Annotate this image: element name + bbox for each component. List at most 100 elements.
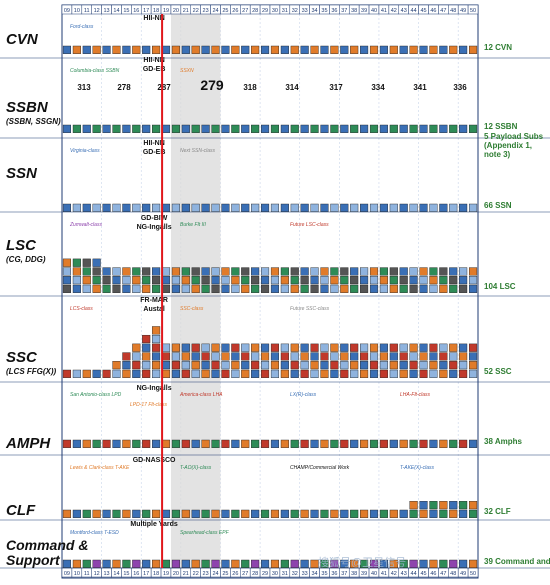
ship-mark bbox=[241, 45, 250, 54]
ship-mark bbox=[132, 439, 141, 448]
ship-mark bbox=[350, 343, 359, 352]
ship-mark bbox=[152, 267, 161, 276]
ship-mark bbox=[340, 509, 349, 518]
ship-mark bbox=[191, 361, 200, 370]
ship-mark bbox=[152, 284, 161, 293]
ship-mark bbox=[211, 509, 220, 518]
ship-mark bbox=[82, 439, 91, 448]
ship-mark bbox=[171, 124, 180, 133]
ship-mark bbox=[62, 284, 72, 293]
ship-mark bbox=[409, 124, 418, 133]
ship-mark bbox=[62, 276, 72, 285]
ship-mark bbox=[211, 45, 220, 54]
ship-mark bbox=[251, 439, 260, 448]
ship-mark bbox=[171, 284, 180, 293]
class-label: LHA-Flt-class bbox=[400, 392, 431, 398]
ship-mark bbox=[340, 559, 349, 568]
class-labels: Ford-class Columbia-class SSBN SSXN Virgini… bbox=[69, 24, 434, 536]
top-year-axis: 09 10 11 12 13 14 15 16 17 18 19 20 21 22 23 24 25 26 27 28… bbox=[61, 4, 479, 15]
ship-mark bbox=[429, 203, 438, 212]
ship-mark bbox=[330, 203, 339, 212]
ship-mark bbox=[221, 203, 230, 212]
ship-mark bbox=[171, 343, 180, 352]
fleet-total: 334 bbox=[371, 83, 385, 92]
class-label: San Antonio-class LPD bbox=[70, 392, 122, 398]
ship-mark bbox=[310, 352, 319, 361]
ship-mark bbox=[389, 267, 398, 276]
ship-mark bbox=[459, 369, 468, 378]
year-tick-label: 50 bbox=[470, 8, 476, 14]
year-tick-label: 24 bbox=[212, 8, 218, 14]
ship-mark bbox=[369, 352, 379, 361]
ship-mark bbox=[260, 284, 270, 293]
year-tick-label: 49 bbox=[460, 8, 466, 14]
ship-mark bbox=[132, 284, 141, 293]
ship-mark bbox=[251, 203, 260, 212]
ship-mark bbox=[449, 203, 458, 212]
row-label-cmd: Command & bbox=[6, 537, 88, 553]
ship-mark bbox=[92, 284, 101, 293]
ship-mark bbox=[300, 276, 309, 285]
ship-mark bbox=[409, 267, 418, 276]
ship-mark bbox=[330, 276, 339, 285]
year-tick-label: 09 bbox=[64, 8, 70, 14]
ship-mark bbox=[72, 369, 81, 378]
ship-mark bbox=[360, 45, 369, 54]
year-tick-label: 16 bbox=[133, 571, 139, 577]
ship-mark bbox=[459, 509, 468, 518]
ship-mark bbox=[280, 267, 289, 276]
ship-mark bbox=[360, 124, 369, 133]
ship-mark bbox=[280, 369, 289, 378]
row-label-lsc: LSC bbox=[6, 237, 37, 254]
ship-mark bbox=[429, 439, 438, 448]
ship-mark bbox=[82, 369, 91, 378]
row-sublabel-cmd: Support bbox=[6, 552, 61, 568]
year-tick-label: 34 bbox=[312, 8, 318, 14]
year-tick-label: 13 bbox=[104, 571, 110, 577]
ship-mark bbox=[62, 439, 72, 448]
ship-mark bbox=[82, 276, 91, 285]
year-tick-label: 10 bbox=[74, 8, 80, 14]
ship-mark bbox=[290, 439, 299, 448]
ship-mark bbox=[201, 361, 210, 370]
ship-mark bbox=[468, 352, 478, 361]
year-tick-label: 14 bbox=[113, 571, 119, 577]
ship-mark bbox=[142, 343, 151, 352]
ship-mark bbox=[201, 439, 210, 448]
ship-mark bbox=[191, 559, 200, 568]
ship-mark bbox=[439, 559, 448, 568]
ship-mark bbox=[350, 124, 359, 133]
ship-mark bbox=[82, 124, 91, 133]
ship-mark bbox=[112, 361, 121, 370]
ship-mark bbox=[132, 45, 141, 54]
ship-mark bbox=[310, 343, 319, 352]
fleet-total: 317 bbox=[329, 83, 343, 92]
ship-mark bbox=[310, 45, 319, 54]
ship-mark bbox=[300, 203, 309, 212]
ship-mark bbox=[300, 509, 309, 518]
ship-mark bbox=[211, 267, 220, 276]
ship-mark bbox=[320, 45, 329, 54]
ship-mark bbox=[360, 559, 369, 568]
ship-mark bbox=[201, 45, 210, 54]
shipyard-label: GD-BIW bbox=[141, 215, 168, 222]
ship-mark bbox=[181, 124, 190, 133]
row-total-clf: 32 CLF bbox=[484, 507, 511, 516]
ship-mark bbox=[211, 352, 220, 361]
ship-mark bbox=[132, 509, 141, 518]
ship-mark bbox=[211, 369, 220, 378]
ship-mark bbox=[369, 369, 379, 378]
ship-mark bbox=[241, 352, 250, 361]
year-tick-label: 18 bbox=[153, 571, 159, 577]
ship-mark bbox=[142, 124, 151, 133]
ship-mark bbox=[191, 124, 200, 133]
ship-mark bbox=[290, 276, 299, 285]
ship-mark bbox=[161, 276, 171, 285]
ship-mark bbox=[251, 124, 260, 133]
ship-mark bbox=[142, 267, 151, 276]
ship-mark bbox=[62, 45, 72, 54]
ship-mark bbox=[201, 203, 210, 212]
ship-mark bbox=[122, 203, 131, 212]
ship-mark bbox=[280, 439, 289, 448]
